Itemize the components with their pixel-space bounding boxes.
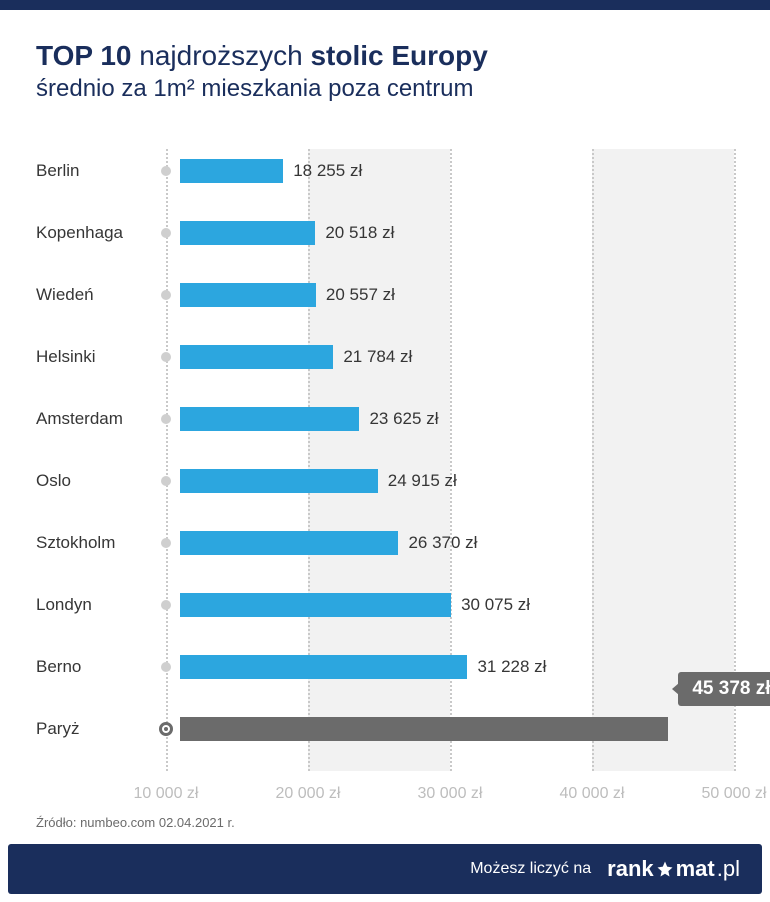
x-tick-label: 50 000 zł (702, 785, 767, 803)
marker-dot-icon (161, 662, 171, 672)
page-subtitle: średnio za 1m² mieszkania poza centrum (36, 75, 734, 103)
value-label: 23 625 zł (369, 409, 438, 429)
footer-bar: Możesz liczyć na rankmat.pl (8, 844, 762, 894)
x-tick-label: 40 000 zł (560, 785, 625, 803)
title-part-3: stolic Europy (310, 40, 487, 71)
category-label: Wiedeń (36, 285, 156, 305)
value-label: 30 075 zł (461, 595, 530, 615)
value-label: 20 557 zł (326, 285, 395, 305)
marker-highlight-icon (159, 722, 173, 736)
brand-logo: rankmat.pl (607, 856, 740, 882)
x-tick-label: 30 000 zł (418, 785, 483, 803)
marker-dot-icon (161, 352, 171, 362)
gridline (592, 149, 594, 771)
x-tick-label: 10 000 zł (134, 785, 199, 803)
brand-post: mat (676, 856, 715, 882)
data-bar (180, 159, 283, 183)
data-bar (180, 345, 333, 369)
infographic-container: TOP 10 najdroższych stolic Europy średni… (0, 0, 770, 902)
category-label: Sztokholm (36, 533, 156, 553)
data-bar (180, 221, 315, 245)
marker-dot-icon (161, 476, 171, 486)
source-line: Źródło: numbeo.com 02.04.2021 r. (0, 809, 770, 844)
data-bar (180, 717, 668, 741)
star-icon (656, 860, 674, 878)
category-label: Paryż (36, 719, 156, 739)
footer-tagline: Możesz liczyć na (470, 860, 591, 878)
top-stripe (0, 0, 770, 10)
category-label: Helsinki (36, 347, 156, 367)
data-bar (180, 655, 467, 679)
title-part-1: TOP 10 (36, 40, 131, 71)
category-label: Berno (36, 657, 156, 677)
category-label: Londyn (36, 595, 156, 615)
marker-dot-icon (161, 600, 171, 610)
gridline (166, 149, 168, 771)
page-title: TOP 10 najdroższych stolic Europy (36, 38, 734, 73)
data-bar (180, 593, 451, 617)
marker-dot-icon (161, 228, 171, 238)
value-label: 18 255 zł (293, 161, 362, 181)
marker-dot-icon (161, 290, 171, 300)
category-label: Berlin (36, 161, 156, 181)
value-label: 26 370 zł (408, 533, 477, 553)
category-label: Oslo (36, 471, 156, 491)
value-label: 20 518 zł (325, 223, 394, 243)
data-bar (180, 283, 316, 307)
value-label: 21 784 zł (343, 347, 412, 367)
x-tick-label: 20 000 zł (276, 785, 341, 803)
brand-pre: rank (607, 856, 653, 882)
marker-dot-icon (161, 538, 171, 548)
bar-chart: 10 000 zł20 000 zł30 000 zł40 000 zł50 0… (36, 149, 734, 799)
title-part-2: najdroższych (139, 40, 302, 71)
data-bar (180, 469, 378, 493)
data-bar (180, 407, 359, 431)
marker-dot-icon (161, 414, 171, 424)
data-bar (180, 531, 398, 555)
brand-suffix: .pl (717, 856, 740, 882)
category-label: Amsterdam (36, 409, 156, 429)
plot-area: 10 000 zł20 000 zł30 000 zł40 000 zł50 0… (166, 149, 734, 771)
marker-dot-icon (161, 166, 171, 176)
category-label: Kopenhaga (36, 223, 156, 243)
value-label: 31 228 zł (477, 657, 546, 677)
content-area: TOP 10 najdroższych stolic Europy średni… (0, 10, 770, 809)
value-callout: 45 378 zł (678, 672, 770, 706)
value-label: 24 915 zł (388, 471, 457, 491)
